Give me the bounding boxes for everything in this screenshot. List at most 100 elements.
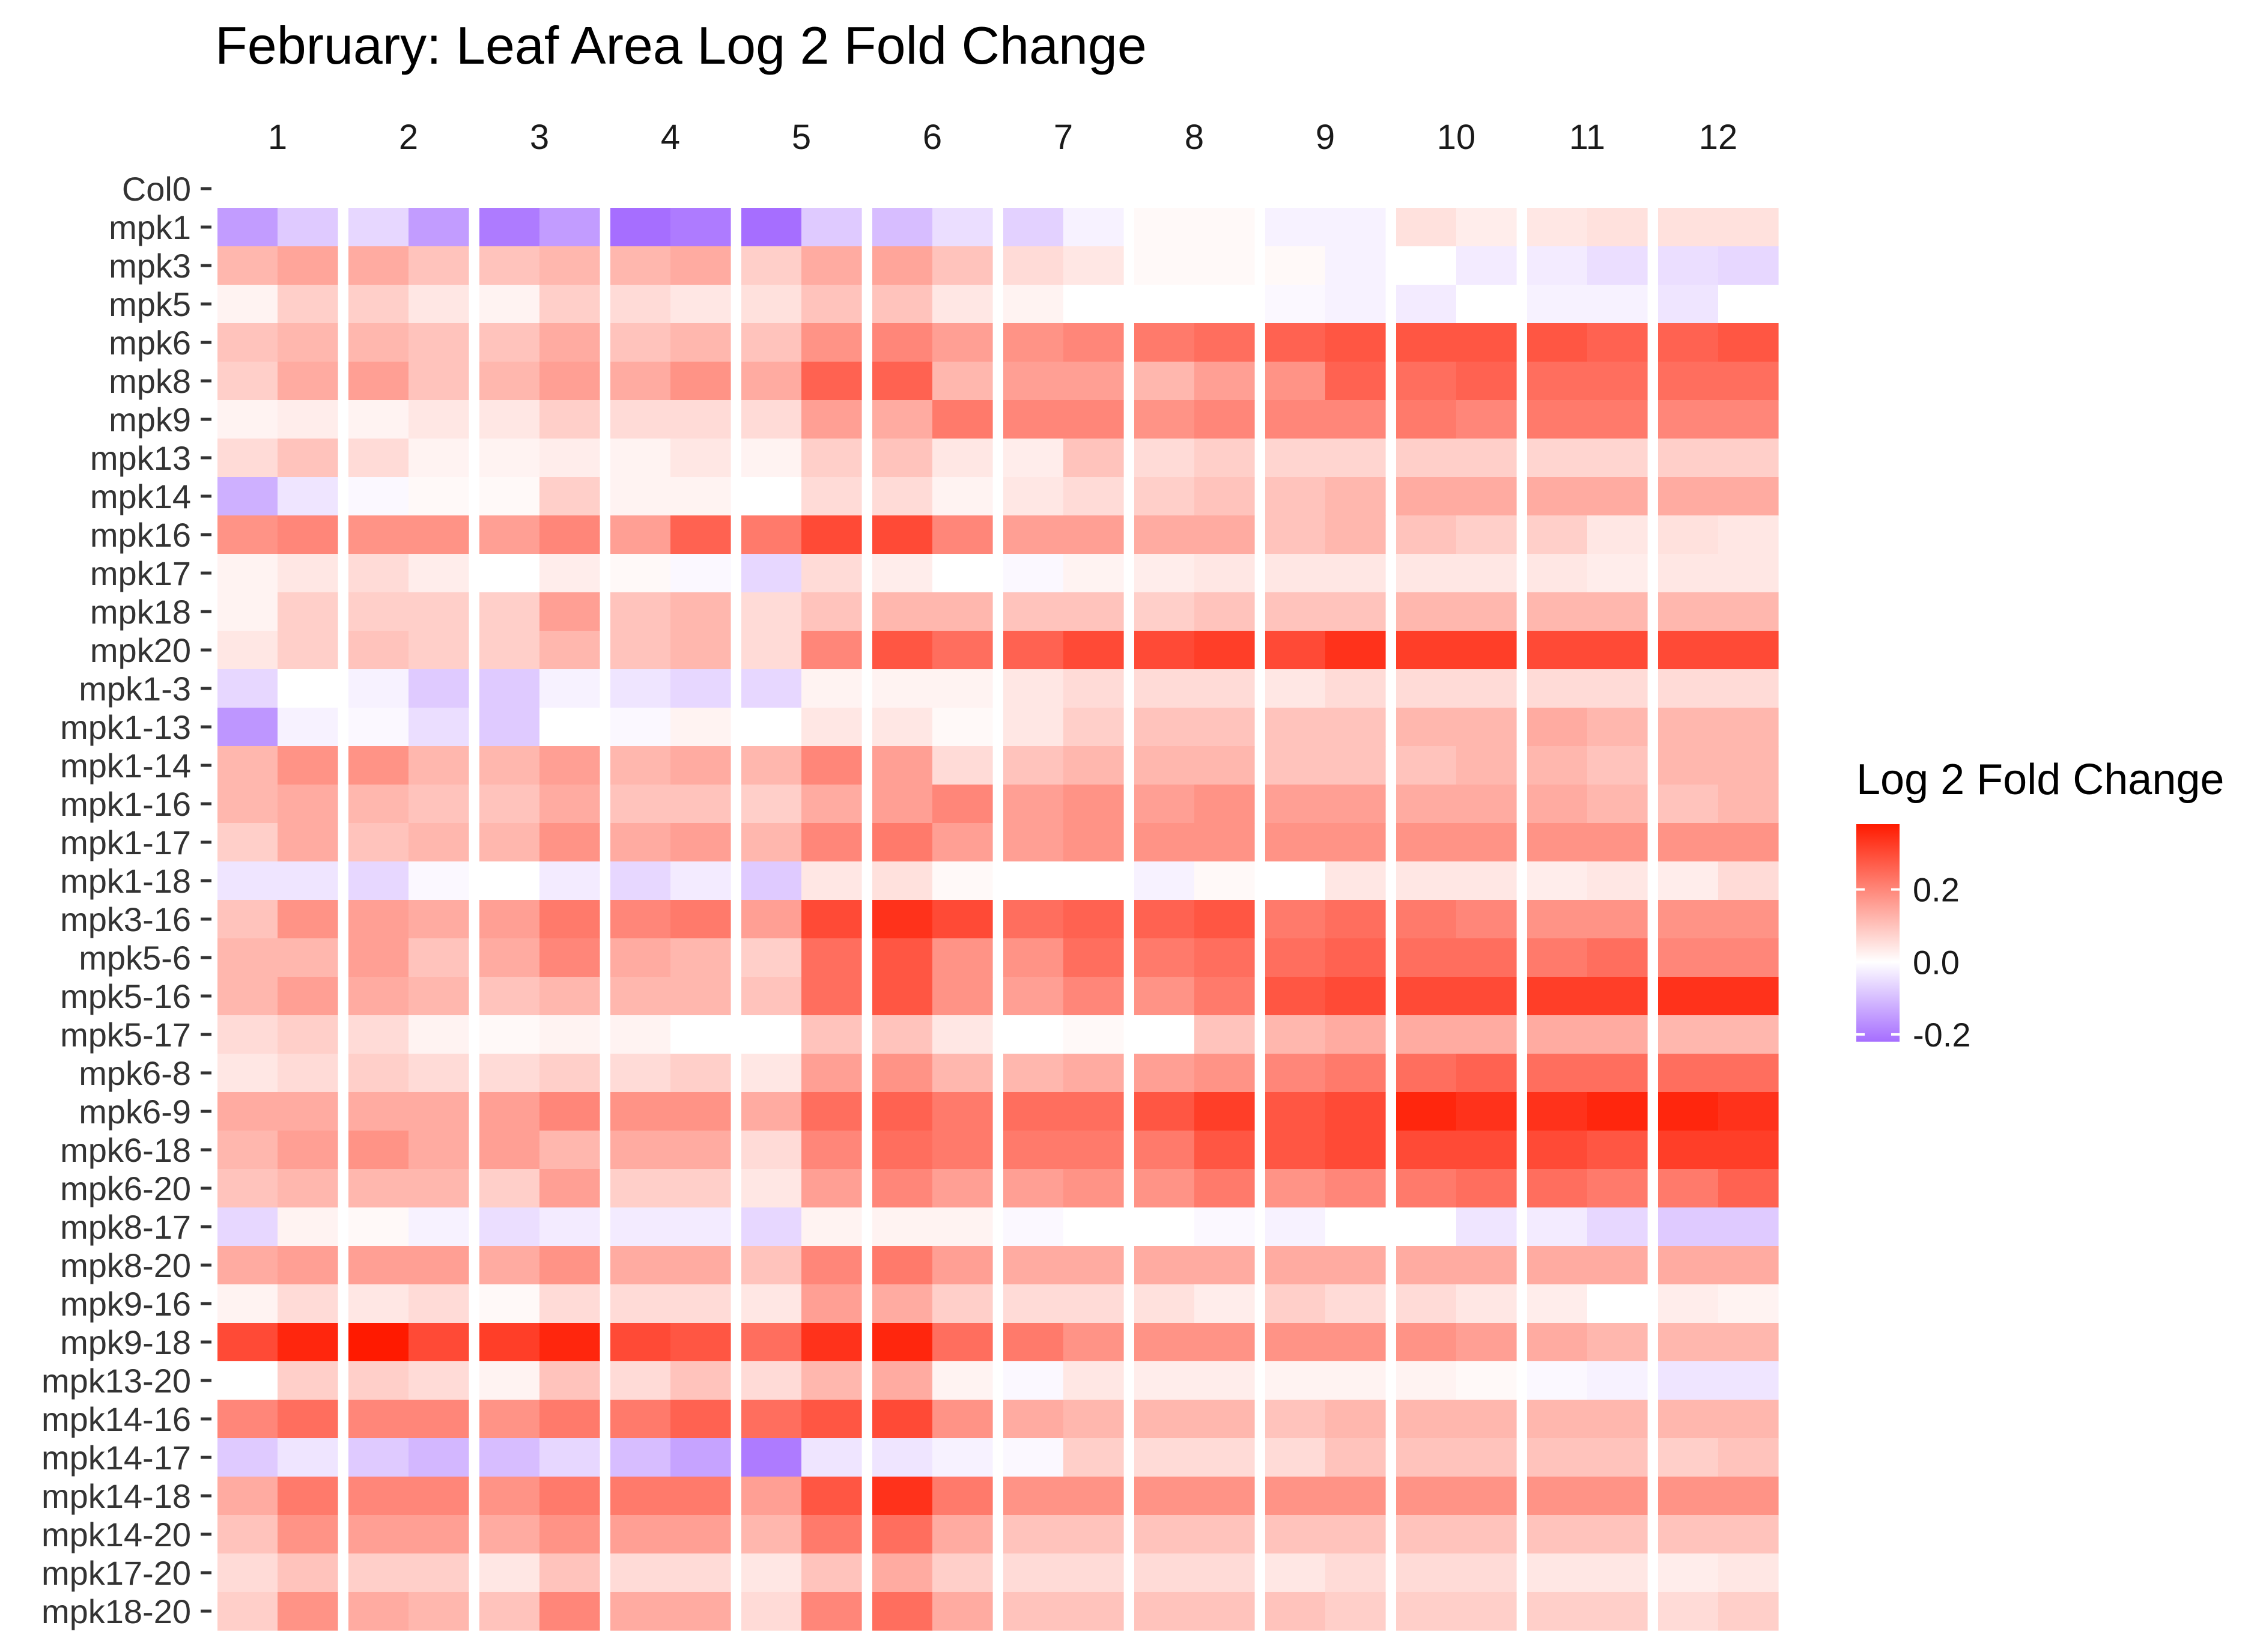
heatmap-cell	[1456, 1284, 1517, 1323]
heatmap-cell	[872, 1515, 933, 1554]
heatmap-cell	[670, 1015, 731, 1054]
heatmap-cell	[479, 1169, 540, 1208]
heatmap-cell	[1658, 708, 1719, 747]
heatmap-cell	[741, 746, 802, 785]
heatmap-cell	[479, 208, 540, 247]
heatmap-cell	[1194, 362, 1255, 401]
heatmap-cell	[741, 362, 802, 401]
heatmap-cell	[1194, 823, 1255, 862]
heatmap-cell	[1325, 362, 1386, 401]
heatmap-cell	[932, 900, 993, 939]
heatmap-cell	[1527, 900, 1588, 939]
heatmap-cell	[1325, 708, 1386, 747]
heatmap-cell	[1063, 1361, 1124, 1400]
heatmap-cell	[872, 208, 933, 247]
heatmap-cell	[409, 708, 469, 747]
heatmap-cell	[1456, 439, 1517, 478]
heatmap-cell	[348, 515, 409, 554]
heatmap-cell	[1134, 1438, 1195, 1477]
heatmap-cell	[1718, 1054, 1779, 1093]
heatmap-cell	[1658, 323, 1719, 362]
heatmap-cell	[872, 938, 933, 977]
heatmap-cell	[1325, 1092, 1386, 1131]
heatmap-cell	[1003, 785, 1064, 824]
heatmap-cell	[539, 785, 600, 824]
heatmap-cell	[278, 1438, 338, 1477]
heatmap-cell	[932, 861, 993, 900]
heatmap-cell	[1003, 1553, 1064, 1593]
row-tick-label: mpk18	[90, 593, 191, 631]
heatmap-cell	[539, 1207, 600, 1247]
heatmap-cell	[1063, 1015, 1124, 1054]
heatmap-cell	[539, 477, 600, 516]
heatmap-cell	[670, 208, 731, 247]
heatmap-cell	[1194, 592, 1255, 631]
heatmap-cell	[1265, 631, 1326, 670]
heatmap-cell	[801, 977, 862, 1016]
heatmap-cell	[610, 708, 671, 747]
heatmap-cell	[409, 900, 469, 939]
heatmap-cell	[610, 746, 671, 785]
heatmap-cell	[1396, 823, 1457, 862]
heatmap-cell	[1003, 708, 1064, 747]
heatmap-cell	[1063, 861, 1124, 900]
heatmap-cell	[348, 323, 409, 362]
column-tick-label: 5	[792, 118, 811, 157]
row-tick-label: mpk17-20	[41, 1554, 191, 1592]
heatmap-cell	[479, 861, 540, 900]
heatmap-cell	[539, 1400, 600, 1439]
heatmap-cell	[1658, 1015, 1719, 1054]
heatmap-cell	[217, 1092, 278, 1131]
row-tick-label: mpk20	[90, 631, 191, 669]
heatmap-cell	[1527, 938, 1588, 977]
heatmap-cell	[217, 362, 278, 401]
heatmap-cell	[1063, 362, 1124, 401]
heatmap-cell	[1325, 208, 1386, 247]
heatmap-cell	[932, 631, 993, 670]
heatmap-cell	[409, 1092, 469, 1131]
heatmap-cell	[348, 861, 409, 900]
heatmap-cell	[348, 1515, 409, 1554]
heatmap-cell	[1003, 746, 1064, 785]
heatmap-cell	[479, 938, 540, 977]
heatmap-cell	[1718, 1207, 1779, 1247]
heatmap-cell	[278, 477, 338, 516]
heatmap-cell	[479, 746, 540, 785]
heatmap-cell	[1456, 285, 1517, 324]
heatmap-cell	[1063, 208, 1124, 247]
heatmap-cell	[217, 900, 278, 939]
heatmap-cell	[1527, 823, 1588, 862]
heatmap-cell	[1658, 1400, 1719, 1439]
heatmap-cell	[932, 1169, 993, 1208]
row-tick-label: mpk8	[109, 362, 191, 400]
heatmap-cell	[1325, 1361, 1386, 1400]
heatmap-cell	[1658, 631, 1719, 670]
heatmap-cell	[1718, 977, 1779, 1016]
heatmap-cell	[409, 323, 469, 362]
heatmap-cell	[670, 746, 731, 785]
heatmap-cell	[1658, 477, 1719, 516]
heatmap-cell	[1063, 1553, 1124, 1593]
heatmap-cell	[801, 400, 862, 439]
heatmap-cell	[1265, 1323, 1326, 1362]
heatmap-cell	[1718, 1553, 1779, 1593]
heatmap-cell	[217, 515, 278, 554]
heatmap-cell	[1063, 669, 1124, 708]
heatmap-cell	[670, 554, 731, 593]
heatmap-cell	[1658, 1169, 1719, 1208]
heatmap-cell	[1658, 1131, 1719, 1170]
heatmap-cell	[1396, 208, 1457, 247]
heatmap-cell	[872, 1015, 933, 1054]
heatmap-cell	[1265, 1131, 1326, 1170]
heatmap-cell	[1587, 861, 1648, 900]
row-tick-label: Col0	[122, 170, 191, 208]
heatmap-cell	[278, 1246, 338, 1285]
row-tick-labels: Col0mpk1mpk3mpk5mpk6mpk8mpk9mpk13mpk14mp…	[41, 170, 211, 1630]
heatmap-cell	[1134, 400, 1195, 439]
heatmap-cell	[670, 900, 731, 939]
heatmap-cell	[610, 669, 671, 708]
heatmap-cell	[1265, 285, 1326, 324]
heatmap-cell	[932, 515, 993, 554]
heatmap-cell	[217, 246, 278, 285]
heatmap-cell	[801, 1477, 862, 1516]
